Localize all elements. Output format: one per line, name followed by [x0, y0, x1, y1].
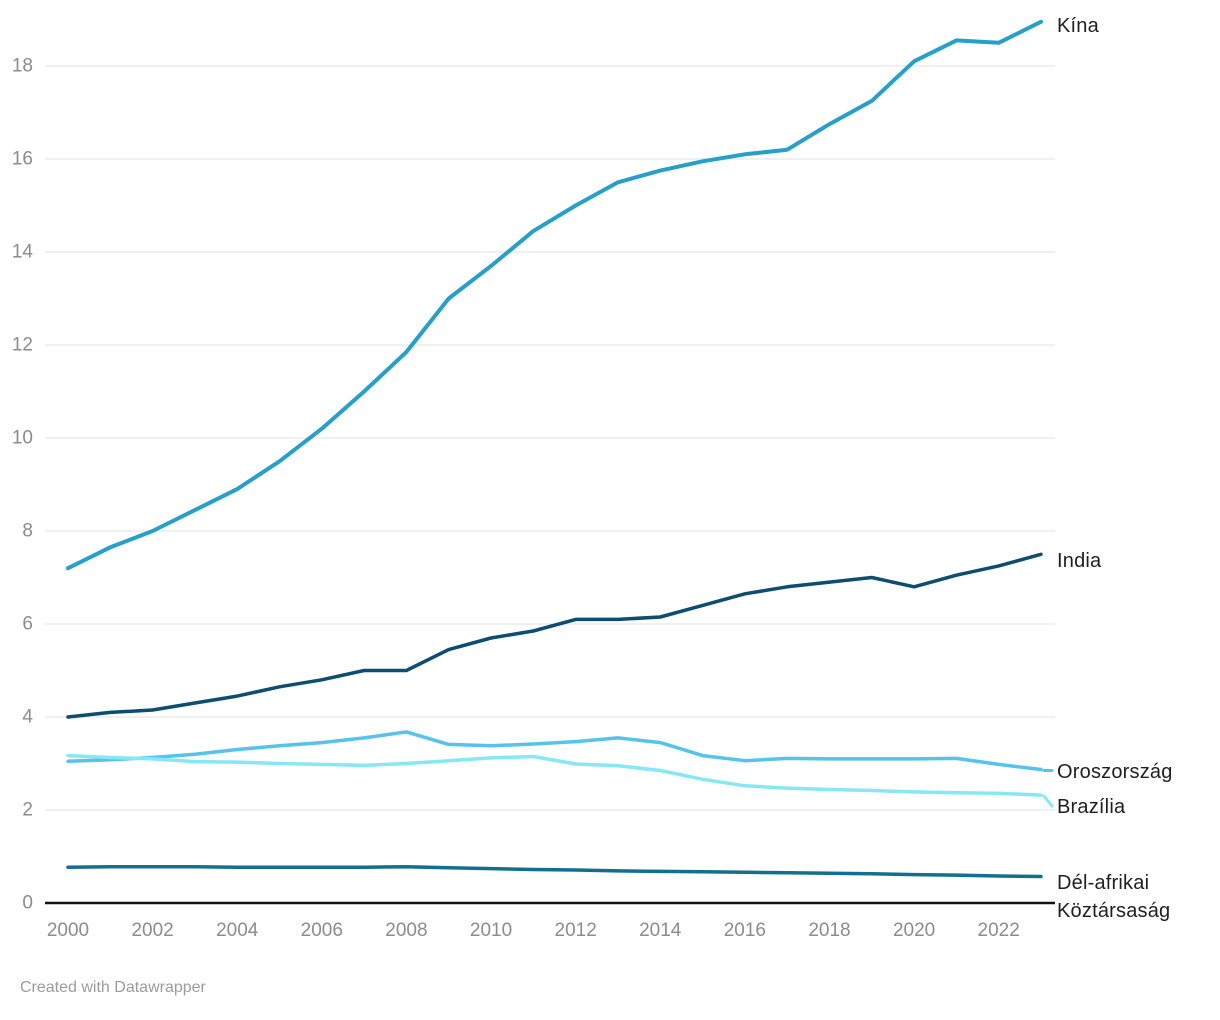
y-tick-label: 0 [22, 893, 33, 914]
label-connector-tick [1042, 794, 1054, 808]
x-tick-label: 2002 [131, 920, 173, 941]
series-line-5 [66, 864, 1043, 879]
x-tick-label: 2016 [724, 920, 766, 941]
series-line-1 [66, 19, 1043, 571]
y-tick-label: 4 [22, 707, 33, 728]
series-label-5: Dél-afrikai Köztársaság [1057, 872, 1171, 923]
y-tick-label: 14 [12, 242, 34, 263]
x-tick-label: 2010 [470, 920, 512, 941]
series-label-4: Brazília [1057, 796, 1126, 819]
series-line-4 [66, 753, 1043, 797]
x-tick-label: 2004 [216, 920, 259, 941]
y-tick-label: 16 [12, 149, 33, 170]
x-tick-label: 2018 [808, 920, 850, 941]
series-line-3 [66, 730, 1043, 772]
line-chart: 0 2 4 6 8 10 12 14 16 18 2000 2002 2004 2006 2008 2010 2… [12, 19, 1055, 941]
series-label-2: India [1057, 550, 1102, 573]
x-tick-label: 2012 [555, 920, 597, 941]
x-tick-label: 2000 [47, 920, 89, 941]
x-tick-label: 2006 [301, 920, 343, 941]
y-tick-label: 18 [12, 56, 33, 77]
x-tick-label: 2022 [978, 920, 1020, 941]
series-line-2 [66, 552, 1043, 719]
series-label-1: Kína [1057, 14, 1099, 37]
y-tick-label: 2 [22, 800, 33, 821]
x-tick-label: 2014 [639, 920, 682, 941]
y-tick-label: 10 [12, 428, 33, 449]
x-tick-label: 2020 [893, 920, 935, 941]
y-tick-label: 6 [22, 614, 33, 635]
x-tick-label: 2008 [385, 920, 427, 941]
series-label-3: Oroszország [1057, 760, 1173, 783]
y-tick-label: 12 [12, 335, 33, 356]
datawrapper-credit: Created with Datawrapper [20, 979, 206, 996]
y-tick-label: 8 [22, 521, 33, 542]
